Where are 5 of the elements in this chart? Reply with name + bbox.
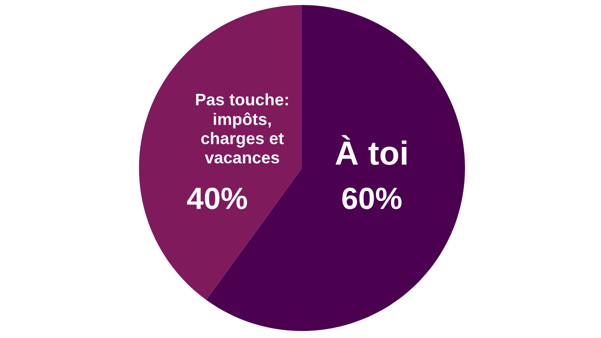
pie-slice — [139, 5, 302, 300]
slice-label: À toi — [336, 135, 406, 165]
data-label: 40% — [187, 188, 248, 210]
slice-label: Pas touche: impôts, charges et vacances — [196, 93, 288, 164]
data-label: 60% — [342, 188, 402, 210]
